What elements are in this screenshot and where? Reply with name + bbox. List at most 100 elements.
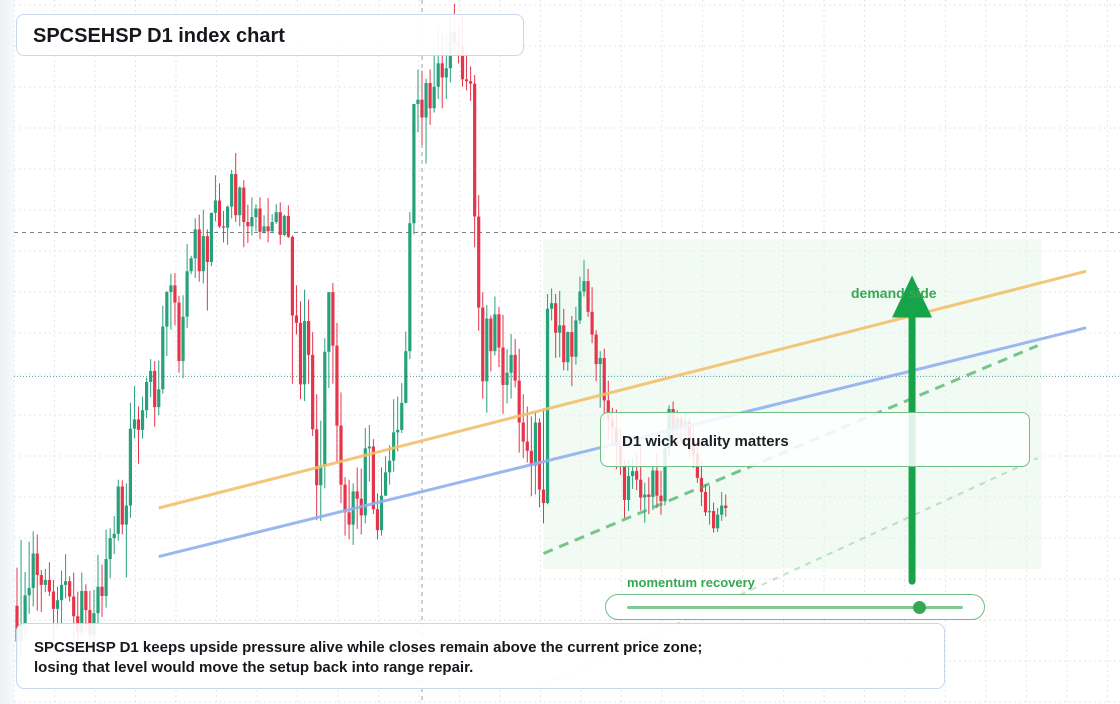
candle-body bbox=[659, 495, 663, 502]
candle-body bbox=[505, 372, 509, 385]
candle-body bbox=[213, 200, 218, 213]
candle-body bbox=[35, 553, 39, 576]
candle-body bbox=[242, 187, 246, 223]
zone-label: demand side bbox=[851, 285, 937, 301]
candle-body bbox=[327, 292, 331, 352]
candle-body bbox=[545, 308, 550, 504]
candle-body bbox=[226, 206, 230, 228]
candle-body bbox=[84, 591, 88, 611]
candle-body bbox=[177, 302, 181, 362]
candle-body bbox=[473, 83, 477, 217]
candle-body bbox=[558, 325, 562, 333]
candle-body bbox=[460, 46, 465, 80]
candle-body bbox=[278, 212, 282, 235]
caption-panel: SPCSEHSP D1 keeps upside pressure alive … bbox=[16, 623, 945, 689]
candle-body bbox=[582, 281, 586, 292]
candle-body bbox=[298, 322, 303, 385]
candle-body bbox=[197, 229, 201, 272]
candle-body bbox=[108, 538, 112, 560]
candle-body bbox=[525, 441, 529, 451]
candle-body bbox=[335, 345, 339, 426]
trend-line-1 bbox=[158, 269, 1087, 510]
candle-body bbox=[416, 99, 420, 104]
candle-body bbox=[550, 303, 554, 309]
candle-body bbox=[440, 63, 444, 78]
candle-body bbox=[347, 512, 351, 525]
candle-body bbox=[238, 187, 242, 216]
candle-body bbox=[221, 226, 226, 228]
candle-body bbox=[720, 505, 724, 515]
candle-body bbox=[31, 553, 35, 588]
candle-body bbox=[140, 410, 145, 430]
candle-body bbox=[363, 448, 367, 516]
candle-body bbox=[250, 217, 254, 227]
candle-body bbox=[302, 321, 307, 385]
candle-body bbox=[23, 595, 27, 625]
candle-body bbox=[663, 448, 667, 502]
candle-body bbox=[513, 354, 517, 381]
candle-body bbox=[598, 357, 602, 365]
candle-body bbox=[64, 581, 68, 585]
candle-body bbox=[408, 223, 412, 352]
candle-body bbox=[153, 370, 157, 408]
candle-body bbox=[469, 81, 473, 84]
candle-body bbox=[464, 79, 469, 82]
candle-body bbox=[643, 494, 647, 498]
candle-body bbox=[173, 285, 177, 303]
candle-body bbox=[201, 236, 205, 272]
candle-body bbox=[626, 476, 631, 501]
candle-body bbox=[367, 446, 371, 449]
candle-body bbox=[149, 370, 153, 382]
candle-body bbox=[311, 354, 315, 430]
candle-body bbox=[169, 285, 173, 293]
demand-zone bbox=[543, 239, 1042, 569]
candle-body bbox=[323, 351, 327, 466]
candle-body bbox=[412, 103, 416, 224]
candle-body bbox=[72, 596, 76, 617]
candle-body bbox=[404, 351, 408, 403]
candle-body bbox=[554, 303, 558, 333]
momentum-knob[interactable] bbox=[912, 601, 926, 614]
candle-body bbox=[602, 357, 606, 401]
candle-body bbox=[270, 222, 274, 232]
candle-body bbox=[566, 332, 570, 363]
candle-body bbox=[96, 586, 100, 614]
candle-body bbox=[331, 292, 335, 346]
candle-body bbox=[68, 581, 72, 597]
candle-body bbox=[15, 605, 19, 642]
candle-body bbox=[388, 460, 392, 473]
candle-body bbox=[116, 486, 120, 534]
trend-line-3 bbox=[542, 344, 1039, 555]
candle-body bbox=[209, 212, 213, 262]
candle-body bbox=[651, 470, 655, 497]
candle-body bbox=[355, 491, 359, 499]
candle-body bbox=[112, 533, 116, 539]
momentum-track-bar bbox=[627, 606, 963, 609]
candle-body bbox=[379, 495, 384, 531]
candle-body bbox=[396, 429, 400, 433]
candle-body bbox=[290, 236, 294, 316]
candle-body bbox=[254, 208, 258, 218]
candle-body bbox=[521, 422, 525, 442]
candle-body bbox=[703, 492, 708, 513]
candle-body bbox=[493, 314, 497, 352]
candle-body bbox=[533, 422, 537, 466]
candle-body bbox=[420, 99, 424, 118]
candle-body bbox=[205, 236, 209, 262]
candle-body bbox=[217, 200, 222, 227]
candle-body bbox=[570, 332, 574, 357]
candle-body bbox=[424, 83, 428, 118]
candle-body bbox=[104, 559, 108, 596]
candle-body bbox=[136, 419, 141, 430]
candle-body bbox=[712, 511, 716, 529]
candle-body bbox=[339, 425, 343, 485]
chart-title: SPCSEHSP D1 index chart bbox=[33, 25, 285, 47]
candle-body bbox=[47, 579, 51, 592]
candle-body bbox=[282, 215, 286, 235]
candle-body bbox=[432, 86, 436, 109]
candle-body bbox=[120, 486, 124, 525]
momentum-slider[interactable] bbox=[605, 594, 985, 620]
candle-body bbox=[574, 320, 578, 357]
